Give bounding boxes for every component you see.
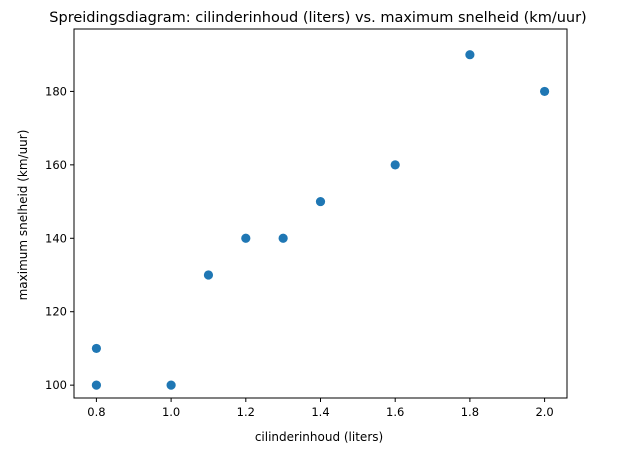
x-axis-label: cilinderinhoud (liters)	[255, 430, 383, 444]
x-tick-label: 2.0	[535, 405, 553, 419]
data-point	[278, 233, 288, 243]
data-point	[91, 380, 102, 390]
data-point	[166, 380, 176, 390]
x-axis: 0.8 1.0 1.2 1.4 1.6 1.8 2.0	[87, 398, 554, 419]
x-tick-label: 1.4	[311, 405, 329, 419]
data-point	[315, 196, 326, 207]
data-point	[539, 86, 550, 97]
data-point	[465, 50, 475, 60]
x-tick-label: 1.6	[386, 405, 404, 419]
y-tick-label: 160	[45, 158, 67, 172]
x-tick-label: 1.0	[162, 405, 180, 419]
data-point	[241, 233, 251, 243]
y-tick-label: 140	[45, 231, 67, 245]
data-point	[390, 160, 400, 170]
y-axis: 100 120 140 160 180	[45, 84, 74, 392]
y-tick-label: 100	[45, 378, 67, 392]
y-tick-label: 120	[45, 305, 67, 319]
chart-title: Spreidingsdiagram: cilinderinhoud (liter…	[49, 10, 586, 26]
x-tick-label: 0.8	[87, 405, 105, 419]
x-tick-label: 1.2	[237, 405, 255, 419]
data-point	[91, 343, 102, 354]
data-points	[91, 50, 550, 390]
data-point	[203, 270, 214, 280]
y-tick-label: 180	[45, 84, 67, 98]
plot-area	[73, 28, 568, 399]
x-tick-label: 1.8	[461, 405, 479, 419]
y-axis-label: maximum snelheid (km/uur)	[16, 130, 30, 301]
